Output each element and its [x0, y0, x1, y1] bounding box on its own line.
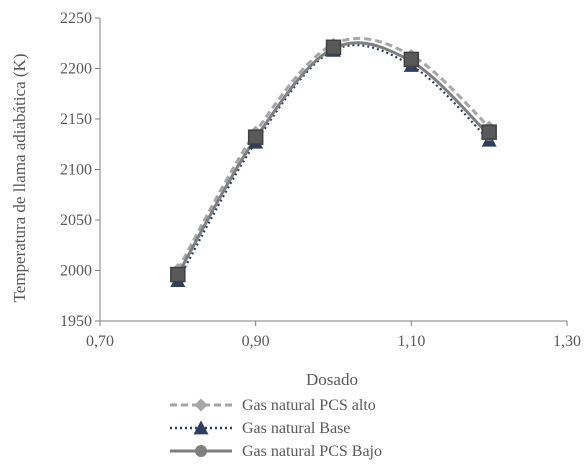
- legend-marker-3: [195, 445, 207, 457]
- y-tick-label: 2000: [60, 263, 92, 280]
- overlay-square-point: [403, 51, 420, 68]
- legend-marker-1: [194, 398, 208, 412]
- overlay-square-point: [481, 124, 497, 140]
- series-line-3: [176, 41, 491, 276]
- x-tick-label: 0,70: [86, 333, 114, 350]
- overlay-square-point: [325, 39, 342, 56]
- overlay-square-point: [170, 266, 186, 283]
- plot-area: 1950 2000 2050 2100 2150 2200 2250 0,70 0,90 1,10…: [60, 10, 581, 350]
- overlay-square-point: [247, 129, 264, 145]
- y-tick-label: 2250: [60, 10, 92, 27]
- series-line-1: [176, 36, 491, 271]
- y-axis-title-group: Temperatura de llama adiabática (K): [10, 54, 29, 303]
- x-axis-title: Dosado: [306, 370, 358, 389]
- legend-label-1: Gas natural PCS alto: [242, 397, 376, 414]
- legend-label-2: Gas natural Base: [242, 420, 350, 437]
- x-tick-label: 0,90: [242, 333, 270, 350]
- legend: Gas natural PCS alto Gas natural Base Gas …: [170, 397, 382, 460]
- y-axis-title: Temperatura de llama adiabática (K): [10, 54, 29, 303]
- y-tick-label: 2050: [60, 212, 92, 229]
- y-tick-label: 2150: [60, 111, 92, 128]
- legend-marker-2: [193, 420, 209, 435]
- y-tick-label: 2100: [60, 162, 92, 179]
- y-tick-label: 1950: [60, 313, 92, 330]
- y-tick-label: 2200: [60, 61, 92, 78]
- x-tick-label: 1,30: [553, 333, 581, 350]
- legend-label-3: Gas natural PCS Bajo: [242, 443, 382, 460]
- x-tick-label: 1,10: [397, 333, 425, 350]
